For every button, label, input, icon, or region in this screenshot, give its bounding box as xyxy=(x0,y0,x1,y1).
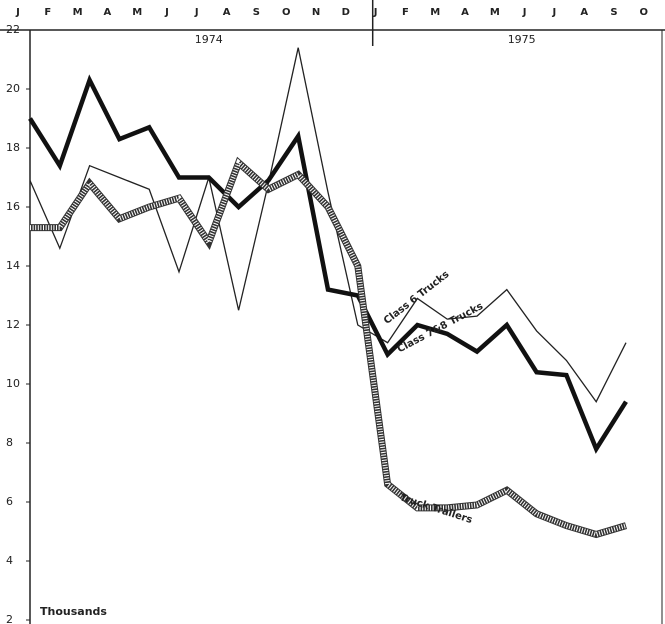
x-tick-label: M xyxy=(430,7,440,18)
y-tick-label: 14 xyxy=(6,259,20,272)
x-tick-label: J xyxy=(552,7,557,18)
x-tick-label: J xyxy=(164,7,169,18)
x-tick-label: O xyxy=(640,7,649,18)
x-tick-label: A xyxy=(104,7,112,18)
x-tick-label: N xyxy=(312,7,320,18)
y-tick-label: 22 xyxy=(6,23,20,36)
x-tick-label: S xyxy=(253,7,260,18)
y-tick-label: 10 xyxy=(6,377,20,390)
y-tick-label: 4 xyxy=(6,554,13,567)
x-tick-label: A xyxy=(223,7,231,18)
year-label: 1974 xyxy=(195,33,223,46)
series-hatch xyxy=(30,158,627,538)
x-tick-label: M xyxy=(73,7,83,18)
series-line xyxy=(29,47,627,403)
y-tick-label: 20 xyxy=(6,82,20,95)
series-label: Class 6 Trucks xyxy=(382,269,452,327)
x-tick-label: D xyxy=(342,7,350,18)
year-label: 1975 xyxy=(508,33,536,46)
y-tick-label: 6 xyxy=(6,495,13,508)
x-tick-label: A xyxy=(461,7,469,18)
x-tick-label: J xyxy=(15,7,20,18)
x-tick-label: S xyxy=(610,7,617,18)
x-tick-label: F xyxy=(44,7,51,18)
y-tick-label: 2 xyxy=(6,613,13,624)
y-tick-label: 16 xyxy=(6,200,20,213)
y-tick-label: 12 xyxy=(6,318,20,331)
x-tick-label: F xyxy=(402,7,409,18)
x-tick-label: J xyxy=(194,7,199,18)
series-line xyxy=(28,74,628,454)
y-tick-label: 18 xyxy=(6,141,20,154)
x-tick-label: M xyxy=(132,7,142,18)
unit-label: Thousands xyxy=(40,605,107,618)
x-tick-label: M xyxy=(490,7,500,18)
series-line xyxy=(30,156,627,539)
x-tick-label: A xyxy=(580,7,588,18)
x-tick-label: O xyxy=(282,7,291,18)
x-tick-label: J xyxy=(373,7,378,18)
x-tick-label: J xyxy=(522,7,527,18)
y-tick-label: 8 xyxy=(6,436,13,449)
